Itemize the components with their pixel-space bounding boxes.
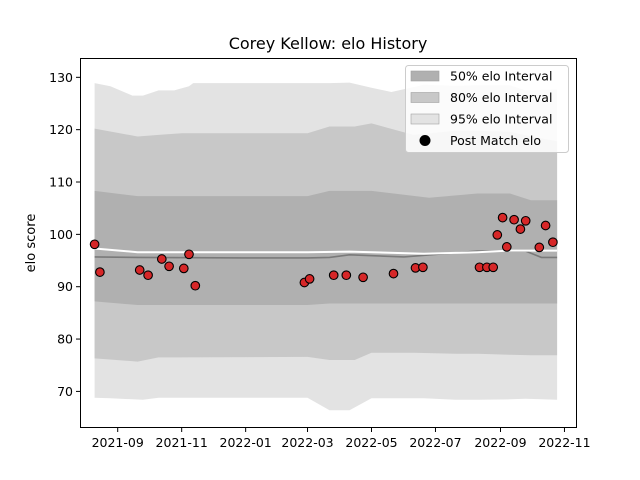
y-tick-label: 120 xyxy=(49,122,73,137)
post-match-point xyxy=(497,212,508,223)
legend-band-swatch xyxy=(410,70,440,82)
y-tick-label: 130 xyxy=(49,70,73,85)
post-match-points xyxy=(89,212,558,291)
post-match-point xyxy=(515,224,526,234)
legend-label: 80% elo Interval xyxy=(450,90,552,105)
post-match-point xyxy=(134,265,145,275)
legend-label: Post Match elo xyxy=(450,133,541,148)
x-tick-label: 2022-05 xyxy=(345,435,397,450)
plot-area-frame xyxy=(80,58,577,428)
x-tick-label: 2022-07 xyxy=(409,435,461,450)
legend-band-swatch xyxy=(410,113,440,125)
post-match-point xyxy=(358,272,368,283)
x-tick-label: 2021-09 xyxy=(92,435,144,450)
post-match-point xyxy=(509,214,519,225)
post-match-point xyxy=(488,262,499,273)
x-tick-label: 2021-11 xyxy=(156,435,208,450)
interval-bands xyxy=(94,82,558,411)
y-tick-label: 80 xyxy=(57,332,73,347)
y-axis-label: elo score xyxy=(24,214,39,273)
post-match-point xyxy=(304,274,315,284)
band-50-percent xyxy=(94,190,558,305)
y-axis: 70 80 90 100 110 120 130 xyxy=(49,70,80,399)
chart-title: Corey Kellow: elo History xyxy=(229,34,428,53)
mean-trend-line xyxy=(94,250,558,259)
x-tick-label: 2022-01 xyxy=(220,435,272,450)
post-match-point xyxy=(143,270,153,281)
legend-box xyxy=(405,65,569,153)
legend-label: 50% elo Interval xyxy=(450,69,552,84)
x-tick-label: 2022-03 xyxy=(281,435,333,450)
y-tick-label: 100 xyxy=(49,227,73,242)
post-match-point xyxy=(501,242,512,252)
x-axis: 2021-09 2021-11 2022-01 2022-03 2022-05 2022-… xyxy=(92,428,591,450)
post-match-point xyxy=(341,270,352,281)
post-match-point xyxy=(95,267,105,277)
y-tick-label: 90 xyxy=(57,279,73,294)
post-match-point xyxy=(534,242,545,253)
post-match-point xyxy=(388,268,399,279)
post-match-point xyxy=(418,262,428,273)
post-match-point xyxy=(89,239,100,250)
x-tick-label: 2022-09 xyxy=(474,435,526,450)
post-match-point xyxy=(164,261,174,272)
post-match-point xyxy=(540,220,551,231)
post-match-point xyxy=(492,230,503,240)
y-tick-label: 70 xyxy=(57,384,73,399)
legend: 50% elo Interval 80% elo Interval 95% elo … xyxy=(405,65,569,153)
post-match-point xyxy=(178,263,189,274)
post-match-point xyxy=(184,249,194,260)
post-match-point xyxy=(548,237,558,248)
legend-label: 95% elo Interval xyxy=(450,112,552,127)
legend-point-swatch xyxy=(419,135,431,146)
post-match-point xyxy=(520,215,531,226)
post-match-point xyxy=(328,270,339,281)
x-tick-label: 2022-11 xyxy=(538,435,590,450)
legend-band-swatch xyxy=(410,92,440,103)
post-match-point xyxy=(156,254,167,264)
post-match-point xyxy=(190,280,201,291)
y-tick-label: 110 xyxy=(49,175,73,190)
